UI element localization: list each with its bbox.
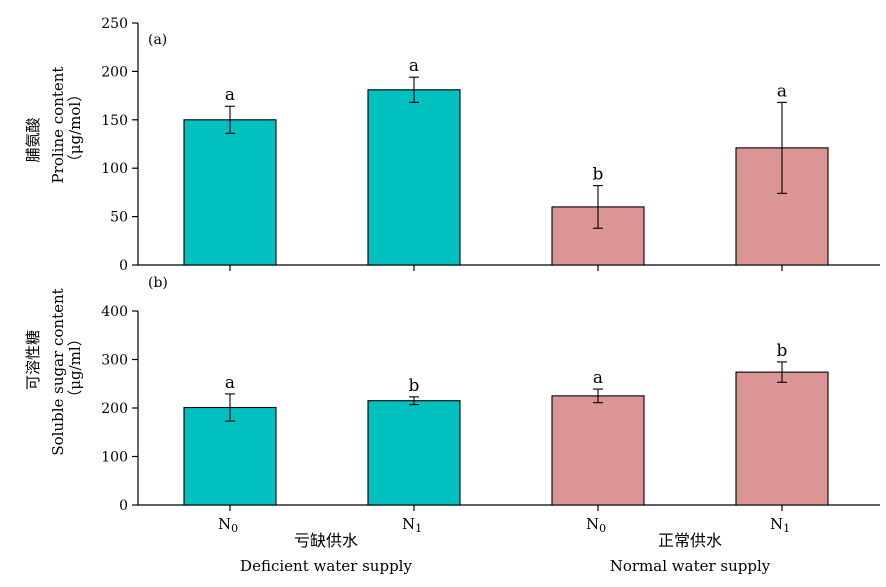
panel-b-y-tick-label: 0 (119, 498, 128, 514)
chart-marks: 0 50 100 150 200 250 a a b a 0 100 200 300 400 a b a b N0 N1… (101, 16, 880, 535)
panel-a-significance-label: a (225, 85, 235, 105)
panel-a-proline: (a) 脯氨酸 Proline content （μg/mol） (24, 32, 167, 183)
panel-a-significance-label: a (409, 56, 419, 76)
panel-b-significance-label: b (777, 341, 788, 361)
panel-a-y-tick-label: 200 (101, 64, 128, 80)
panel-b-y-tick-label: 100 (101, 450, 128, 466)
panel-b-category-label: N0 (586, 515, 606, 535)
panel-b-y-tick-label: 300 (101, 353, 128, 369)
panel-a-significance-label: b (593, 165, 604, 185)
x-group-labels: 亏缺供水 Deficient water supply 正常供水 Normal … (240, 531, 771, 575)
panel-b-bar (183, 406, 277, 506)
panel-b-label: (b) (148, 275, 168, 291)
panel-b-category-label: N0 (218, 515, 238, 535)
panel-b-category-label: N1 (770, 515, 790, 535)
panel-a-bar (183, 119, 277, 266)
panel-b-soluble-sugar: (b) 可溶性糖 Soluble sugar content （μg/ml） (24, 275, 168, 456)
panel-b-significance-label: a (593, 368, 603, 388)
panel-b-significance-label: b (409, 376, 420, 396)
x-group-normal-en: Normal water supply (610, 557, 771, 575)
panel-b-significance-label: a (225, 373, 235, 393)
panel-a-y-tick-label: 0 (119, 258, 128, 274)
panel-a-ylabel-cn: 脯氨酸 (24, 117, 42, 162)
panel-b-y-tick-label: 200 (101, 401, 128, 417)
panel-b-ylabel-en: Soluble sugar content (49, 288, 67, 455)
panel-a-y-tick-label: 50 (110, 210, 128, 226)
panel-a-y-tick-label: 150 (101, 113, 128, 129)
panel-b-bar (551, 395, 645, 506)
panel-b-y-tick-label: 400 (101, 304, 128, 320)
panel-a-ylabel-unit: （μg/mol） (66, 87, 84, 169)
panel-b-ylabel-cn: 可溶性糖 (24, 330, 42, 390)
panel-a-y-tick-label: 100 (101, 161, 128, 177)
panel-a-significance-label: a (777, 81, 787, 101)
x-group-normal-cn: 正常供水 (658, 531, 722, 550)
panel-b-category-label: N1 (402, 515, 422, 535)
panel-b-bar (367, 400, 461, 506)
panel-a-ylabel-en: Proline content (49, 67, 67, 184)
x-group-deficient-en: Deficient water supply (240, 557, 412, 575)
panel-a-y-tick-label: 250 (101, 16, 128, 32)
panel-a-bar (367, 89, 461, 266)
x-group-deficient-cn: 亏缺供水 (294, 531, 358, 550)
panel-b-ylabel-unit: （μg/ml） (66, 331, 84, 404)
panel-b-bar (735, 371, 829, 506)
panel-a-label: (a) (148, 32, 167, 48)
